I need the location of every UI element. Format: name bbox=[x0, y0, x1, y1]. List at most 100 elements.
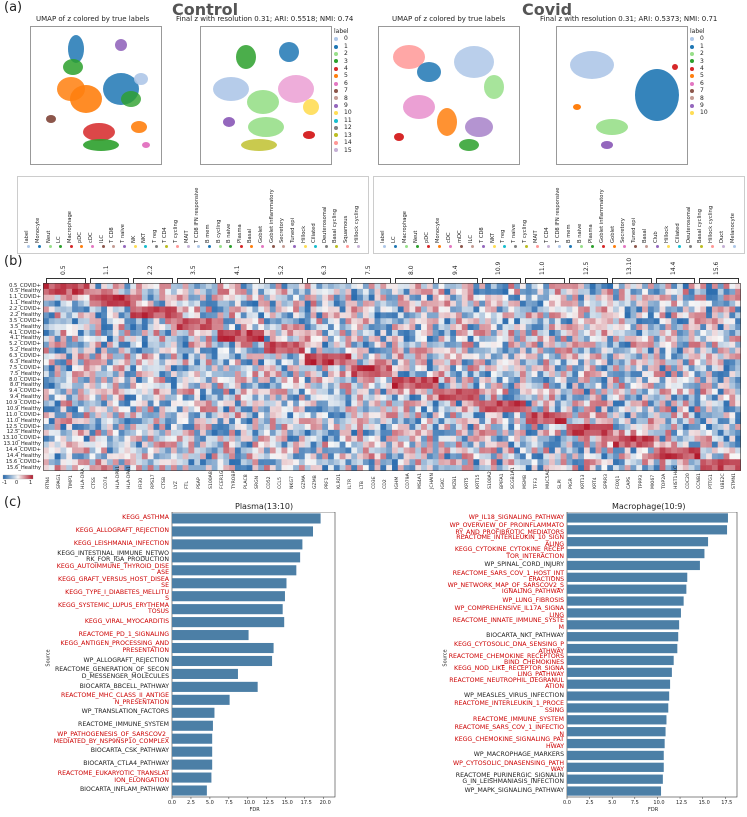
heatmap-cell bbox=[560, 418, 567, 425]
heatmap-cell bbox=[293, 424, 300, 431]
heatmap-cell bbox=[671, 394, 678, 401]
heatmap-cell bbox=[205, 377, 212, 384]
heatmap-cell bbox=[426, 283, 434, 290]
heatmap-cell bbox=[560, 459, 567, 466]
heatmap-cell bbox=[642, 330, 649, 337]
heatmap-cell bbox=[60, 318, 67, 325]
heatmap-group-bracket bbox=[220, 278, 260, 283]
heatmap-cell bbox=[432, 330, 439, 337]
heatmap-cell bbox=[694, 418, 701, 425]
heatmap-cell bbox=[589, 406, 596, 413]
heatmap-cell bbox=[339, 330, 346, 337]
heatmap-cell bbox=[502, 371, 509, 378]
pathway-label: BIOCARTA_BBCELL_PATHWAY bbox=[79, 682, 169, 690]
heatmap-cell bbox=[95, 324, 102, 331]
heatmap-cell bbox=[293, 435, 300, 442]
heatmap-col-label: PLAC8 bbox=[243, 474, 249, 489]
celltype-label: B mem bbox=[204, 224, 211, 243]
heatmap-cell bbox=[694, 283, 701, 290]
celltype-label: cDC bbox=[445, 232, 452, 243]
heatmap-cell bbox=[153, 418, 160, 425]
heatmap-cell bbox=[729, 400, 736, 407]
celltype-dot bbox=[27, 245, 31, 248]
legend-control-item: 4 bbox=[334, 65, 352, 72]
heatmap-cell bbox=[543, 377, 550, 384]
heatmap-cell bbox=[613, 441, 620, 448]
heatmap-cell bbox=[357, 400, 364, 407]
heatmap-cell bbox=[118, 465, 125, 471]
heatmap-cell bbox=[636, 453, 643, 460]
heatmap-cell bbox=[677, 353, 684, 360]
heatmap-cell bbox=[409, 465, 416, 471]
heatmap-cell bbox=[89, 324, 96, 331]
heatmap-cell bbox=[89, 400, 96, 407]
heatmap-cell bbox=[531, 400, 538, 407]
heatmap-cell bbox=[735, 288, 741, 296]
heatmap-cell bbox=[711, 412, 719, 419]
pathway-label: KEGG_CYTOKINE_CYTOKINE_RECEP TOR_INTERAC… bbox=[454, 545, 564, 560]
heatmap-cell bbox=[514, 341, 521, 348]
heatmap-cell bbox=[531, 283, 538, 290]
heatmap-cell bbox=[723, 453, 730, 460]
heatmap-cell bbox=[89, 459, 96, 466]
heatmap-cell bbox=[153, 465, 160, 471]
heatmap-cell bbox=[618, 335, 625, 343]
heatmap-cell bbox=[543, 447, 550, 454]
heatmap-col-label: MZB1 bbox=[452, 475, 458, 489]
heatmap-cell bbox=[136, 318, 143, 325]
heatmap-cell bbox=[630, 335, 637, 343]
heatmap-cell bbox=[194, 406, 201, 413]
heatmap-cell bbox=[345, 447, 352, 454]
heatmap-cell bbox=[618, 300, 625, 307]
heatmap-cell bbox=[298, 306, 306, 313]
heatmap-cell bbox=[636, 353, 643, 360]
heatmap-cell bbox=[618, 465, 625, 471]
heatmap-cell bbox=[130, 429, 137, 437]
heatmap-cell bbox=[665, 330, 672, 337]
heatmap-cell bbox=[665, 283, 672, 290]
heatmap-cell bbox=[246, 465, 253, 471]
heatmap-cell bbox=[223, 388, 230, 395]
heatmap-cell bbox=[240, 371, 247, 378]
heatmap-cell bbox=[554, 294, 561, 301]
heatmap-cell bbox=[223, 341, 230, 348]
heatmap-cell bbox=[607, 388, 614, 395]
heatmap-cell bbox=[229, 394, 236, 401]
heatmap-cell bbox=[339, 312, 346, 319]
heatmap-cell bbox=[461, 371, 468, 378]
heatmap-cell bbox=[723, 365, 730, 372]
heatmap-cell bbox=[566, 400, 573, 407]
heatmap-cell bbox=[426, 318, 434, 325]
heatmap-cell bbox=[234, 312, 242, 319]
heatmap-cell bbox=[339, 400, 346, 407]
heatmap-cell bbox=[95, 447, 102, 454]
heatmap-cell bbox=[589, 435, 596, 442]
heatmap-cell bbox=[618, 324, 625, 331]
heatmap-frame bbox=[43, 283, 741, 471]
heatmap-cell bbox=[711, 429, 719, 437]
heatmap-cell bbox=[560, 300, 567, 307]
heatmap-cell bbox=[118, 459, 125, 466]
heatmap-cell bbox=[647, 429, 655, 437]
heatmap-cell bbox=[601, 441, 608, 448]
heatmap-cell bbox=[432, 312, 439, 319]
heatmap-cell bbox=[485, 353, 492, 360]
celltype-label: Club bbox=[653, 231, 660, 243]
heatmap-cell bbox=[642, 335, 649, 343]
heatmap-cell bbox=[595, 318, 602, 325]
legend-control-item: 1 bbox=[334, 43, 352, 50]
heatmap-cell bbox=[694, 441, 701, 448]
heatmap-cell bbox=[589, 465, 596, 471]
heatmap-cell bbox=[554, 394, 561, 401]
heatmap-cell bbox=[357, 424, 364, 431]
heatmap-cell bbox=[170, 382, 178, 390]
heatmap-cell bbox=[735, 400, 741, 407]
heatmap-cell bbox=[240, 283, 247, 290]
heatmap-cell bbox=[159, 371, 166, 378]
heatmap-cell bbox=[735, 353, 741, 360]
heatmap-cell bbox=[583, 465, 591, 471]
heatmap-cell bbox=[682, 435, 689, 442]
heatmap-cell bbox=[607, 459, 614, 466]
heatmap-cell bbox=[502, 365, 509, 372]
heatmap-cell bbox=[200, 394, 207, 401]
